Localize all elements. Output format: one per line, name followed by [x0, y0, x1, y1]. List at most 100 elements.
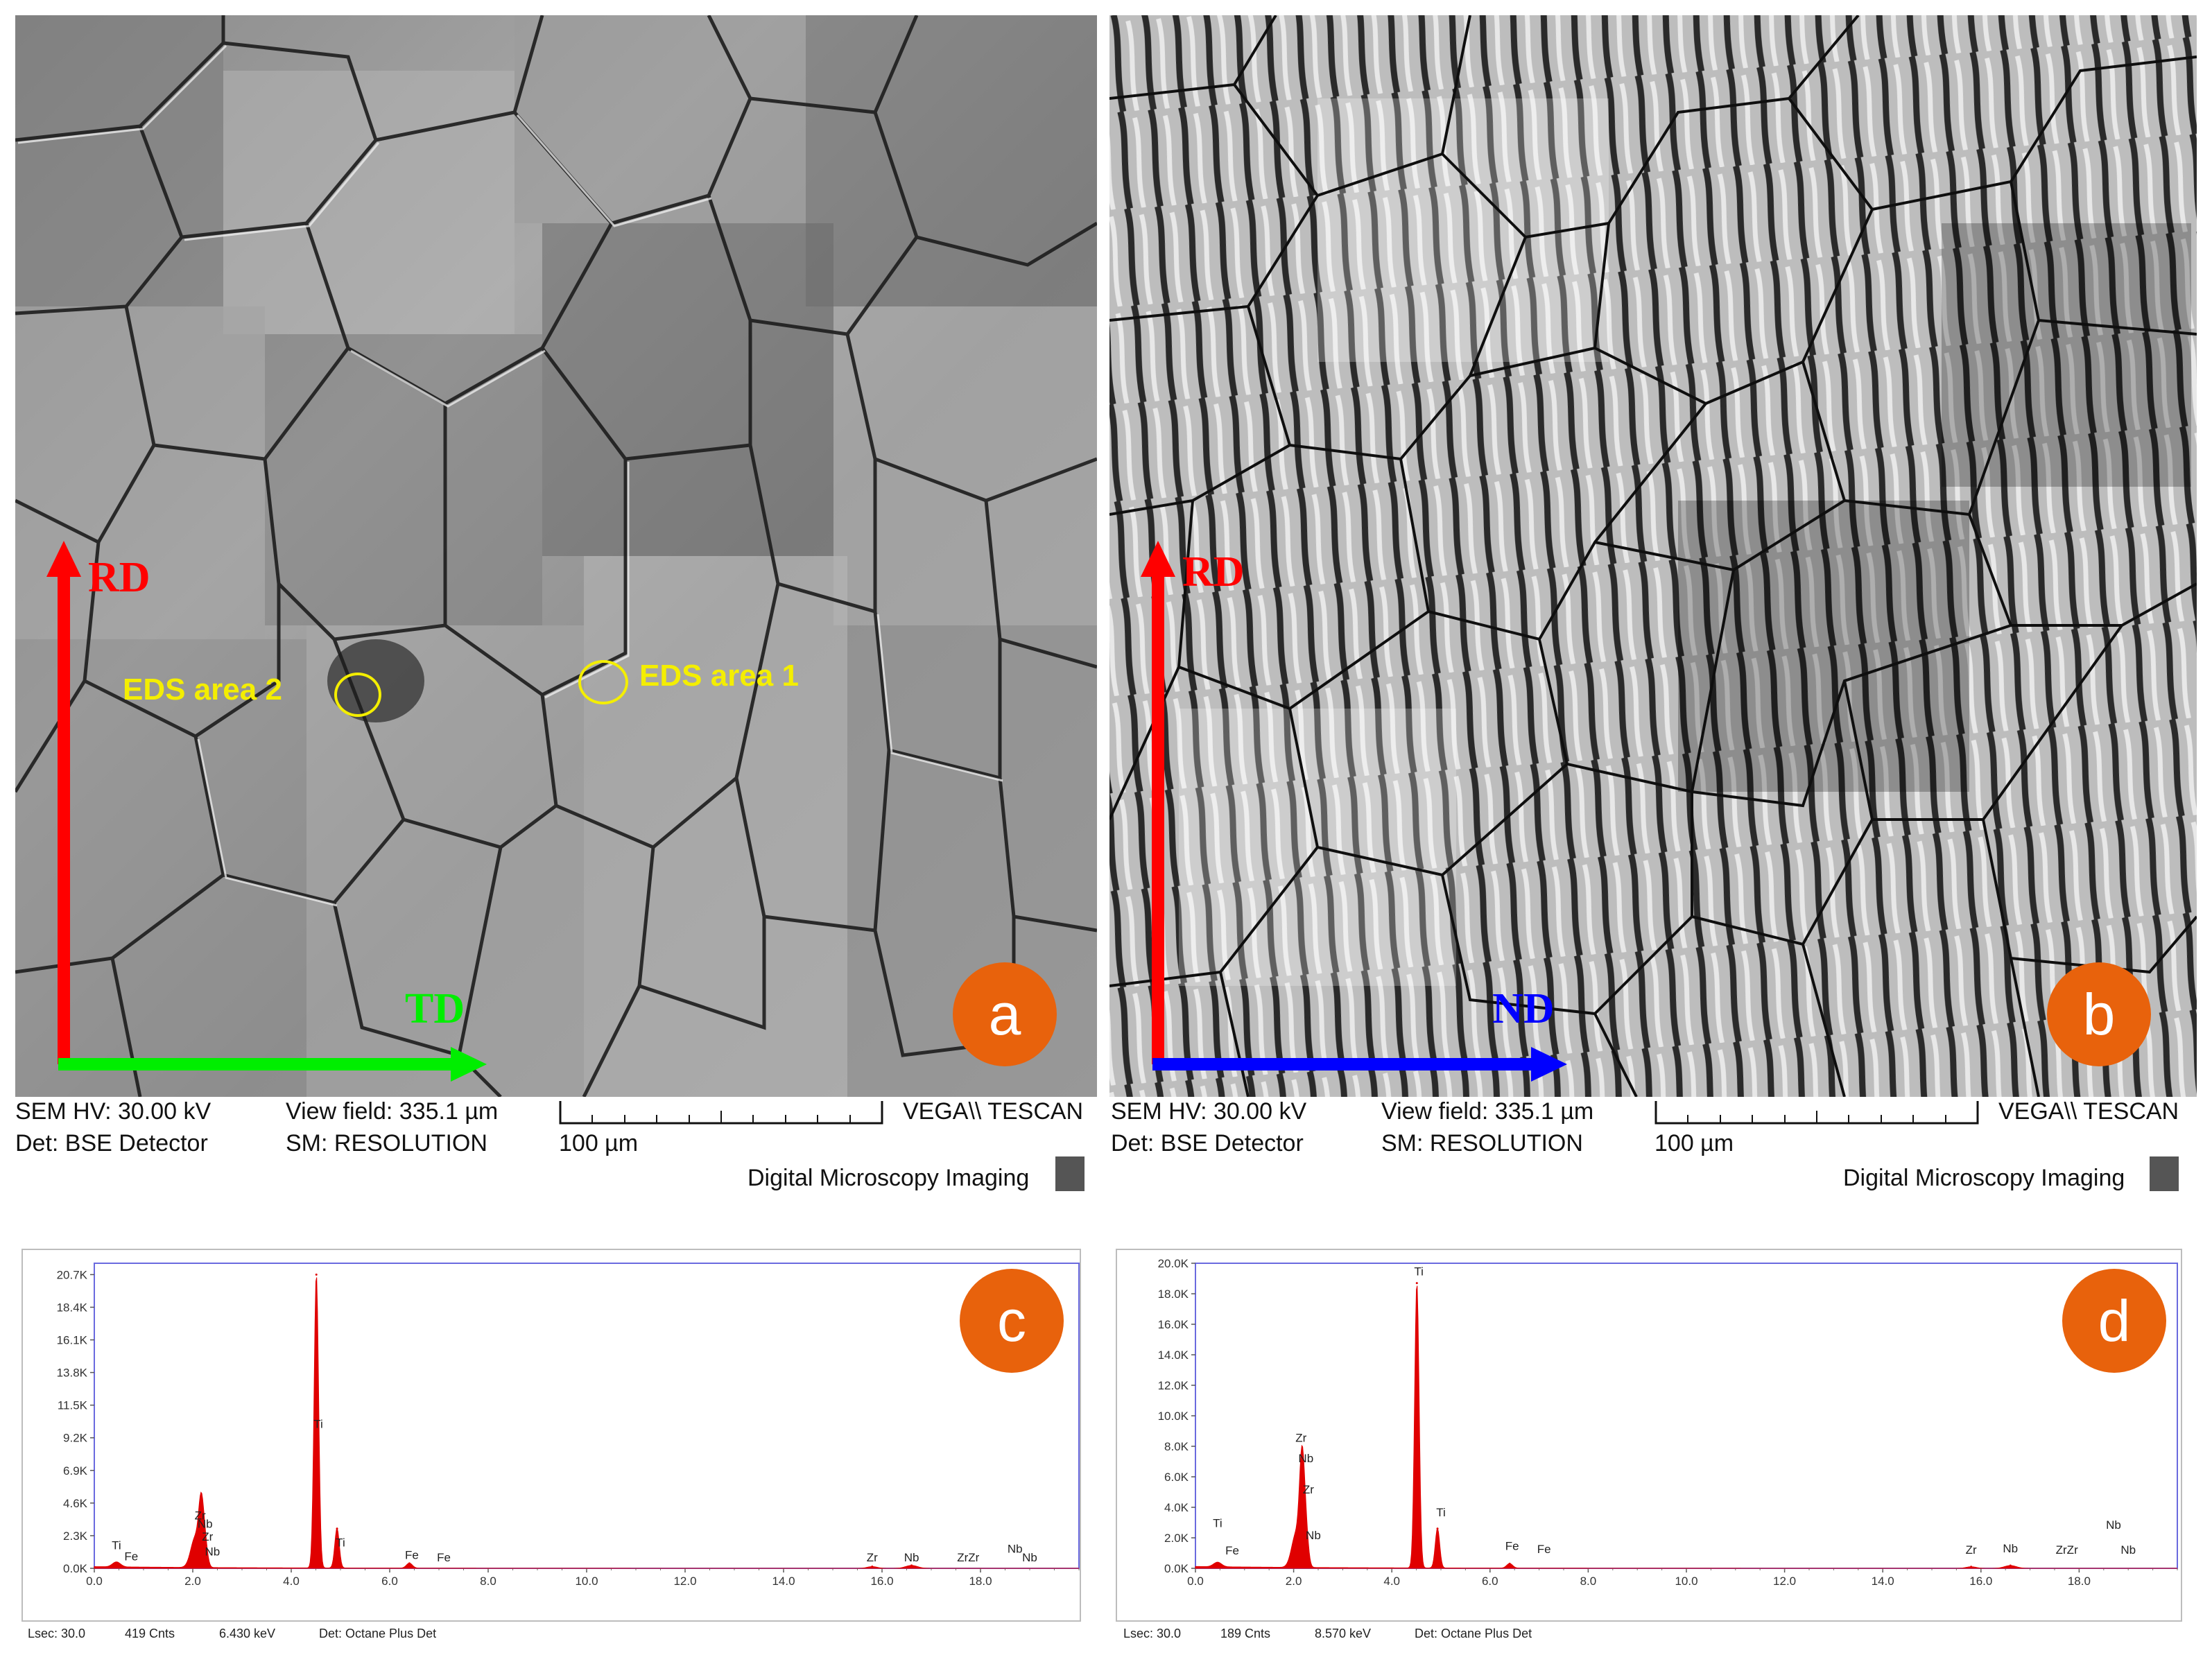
x-tick-label: 2.0 [184, 1575, 201, 1588]
element-label: Zr [1966, 1543, 1977, 1557]
footer-b: Digital Microscopy Imaging [1843, 1165, 2125, 1191]
panel-a-badge: a [953, 962, 1057, 1066]
y-tick-label: 16.1K [57, 1334, 88, 1347]
spectrum-trace [1195, 1285, 2177, 1569]
scan-mode-b: SM: RESOLUTION [1381, 1130, 1583, 1156]
element-label: Fe [1505, 1540, 1519, 1553]
y-tick-label: 2.3K [63, 1529, 88, 1543]
x-tick-label: 16.0 [1969, 1575, 1992, 1588]
y-tick-label: 6.0K [1164, 1471, 1189, 1484]
y-tick-label: 6.9K [63, 1464, 88, 1477]
spectrum-peak [204, 1544, 207, 1547]
live-time-d: Lsec: 30.0 [1123, 1627, 1182, 1640]
x-tick-label: 6.0 [381, 1575, 398, 1588]
element-label: Ti [1436, 1506, 1446, 1519]
rd-arrow-head [46, 541, 81, 577]
element-label: Fe [124, 1550, 138, 1563]
element-label: Zr [195, 1509, 206, 1522]
spectrum-peak [1970, 1566, 1973, 1568]
x-tick-label: 14.0 [772, 1575, 795, 1588]
element-label: Zr [867, 1551, 878, 1564]
element-label: Nb [1022, 1551, 1037, 1564]
y-tick-label: 13.8K [57, 1367, 88, 1380]
element-label: Zr [1295, 1431, 1306, 1444]
y-tick-label: 18.4K [57, 1301, 88, 1314]
brand-b: VEGA\\ TESCAN [1998, 1098, 2179, 1125]
sem-hv-b: SEM HV: 30.00 kV [1111, 1098, 1307, 1125]
element-label: Ti [313, 1417, 323, 1430]
grain-micrograph-b [1109, 15, 2197, 1097]
eds-area-2-marker [334, 673, 381, 717]
spectrum-peak [1216, 1562, 1219, 1565]
element-label: Ti [1414, 1265, 1424, 1279]
spectrum-peak [336, 1527, 338, 1530]
nd-arrow-head [1531, 1047, 1567, 1082]
scale-bar-a [559, 1101, 883, 1125]
element-label: Nb [2003, 1542, 2018, 1555]
element-label: Nb [2120, 1543, 2136, 1557]
element-label: Zr [202, 1530, 213, 1543]
x-tick-label: 0.0 [1187, 1575, 1204, 1588]
element-label: Fe [437, 1551, 451, 1564]
x-tick-label: 4.0 [1383, 1575, 1400, 1588]
x-tick-label: 6.0 [1482, 1575, 1498, 1588]
detector-a: Det: BSE Detector [15, 1130, 208, 1156]
detector-d: Det: Octane Plus Det [1415, 1627, 1532, 1640]
sem-image-a: RD TD EDS area 2 EDS area 1 a [15, 15, 1097, 1097]
td-arrow-head [451, 1047, 487, 1082]
spectrum-peak [1295, 1534, 1297, 1536]
y-tick-label: 11.5K [58, 1399, 88, 1412]
sem-image-b: RD ND b [1109, 15, 2197, 1097]
nd-label: ND [1492, 985, 1555, 1032]
spectrum-peak [1415, 1282, 1418, 1285]
y-tick-label: 0.0K [1164, 1562, 1189, 1575]
cursor-kev-d: 8.570 keV [1315, 1627, 1372, 1640]
element-label: Nb [1306, 1529, 1321, 1542]
spectrum-peak [315, 1273, 318, 1276]
x-tick-label: 10.0 [1675, 1575, 1697, 1588]
detector-c: Det: Octane Plus Det [319, 1627, 437, 1640]
panel-b-badge: b [2047, 962, 2151, 1066]
element-label: Fe [405, 1549, 419, 1562]
spectrum-trace [94, 1277, 1079, 1569]
eds-area-2-label: EDS area 2 [123, 673, 282, 707]
y-tick-label: 4.0K [1164, 1501, 1189, 1514]
y-tick-label: 16.0K [1158, 1318, 1189, 1331]
y-tick-label: 2.0K [1164, 1532, 1189, 1545]
x-tick-label: 12.0 [1773, 1575, 1796, 1588]
element-label: Nb [2106, 1518, 2121, 1532]
element-label: Ti [1213, 1517, 1222, 1530]
counts-d: 189 Cnts [1220, 1627, 1271, 1640]
rd-arrow-head [1141, 541, 1175, 577]
element-label: Nb [198, 1518, 213, 1531]
view-field-b: View field: 335.1 µm [1381, 1098, 1594, 1125]
x-tick-label: 4.0 [283, 1575, 300, 1588]
x-tick-label: 2.0 [1286, 1575, 1302, 1588]
y-tick-label: 18.0K [1158, 1288, 1189, 1301]
orientation-arrows-b [1141, 541, 1567, 1082]
eds-spectrum-d: 0.0K 2.0K 4.0K 6.0K 8.0K 10.0K 12.0K 14.0K 16.0K… [1116, 1249, 2182, 1622]
y-tick-label: 12.0K [1158, 1379, 1189, 1392]
element-label: Fe [1225, 1544, 1239, 1557]
tescan-logo-a [1055, 1156, 1085, 1191]
x-tick-label: 14.0 [1872, 1575, 1894, 1588]
eds-area-1-label: EDS area 1 [639, 659, 799, 693]
scale-label-b: 100 µm [1654, 1130, 1734, 1156]
spectrum-peak [1508, 1562, 1511, 1565]
view-field-a: View field: 335.1 µm [286, 1098, 499, 1125]
element-label: Nb [1298, 1452, 1313, 1465]
scan-mode-a: SM: RESOLUTION [286, 1130, 487, 1156]
x-tick-label: 18.0 [2068, 1575, 2091, 1588]
rd-label: RD [88, 554, 150, 601]
spectrum-peak [200, 1510, 202, 1513]
x-tick-label: 8.0 [1580, 1575, 1597, 1588]
tescan-logo-b [2150, 1156, 2179, 1191]
x-tick-label: 16.0 [870, 1575, 893, 1588]
spectrum-peak [1436, 1527, 1439, 1530]
element-label: ZrZr [2056, 1543, 2078, 1557]
element-label: ZrZr [957, 1551, 979, 1564]
td-label: TD [405, 985, 465, 1032]
spectrum-plot-frame [94, 1263, 1080, 1569]
live-time-c: Lsec: 30.0 [28, 1627, 86, 1640]
spectrum-peak [408, 1562, 411, 1565]
